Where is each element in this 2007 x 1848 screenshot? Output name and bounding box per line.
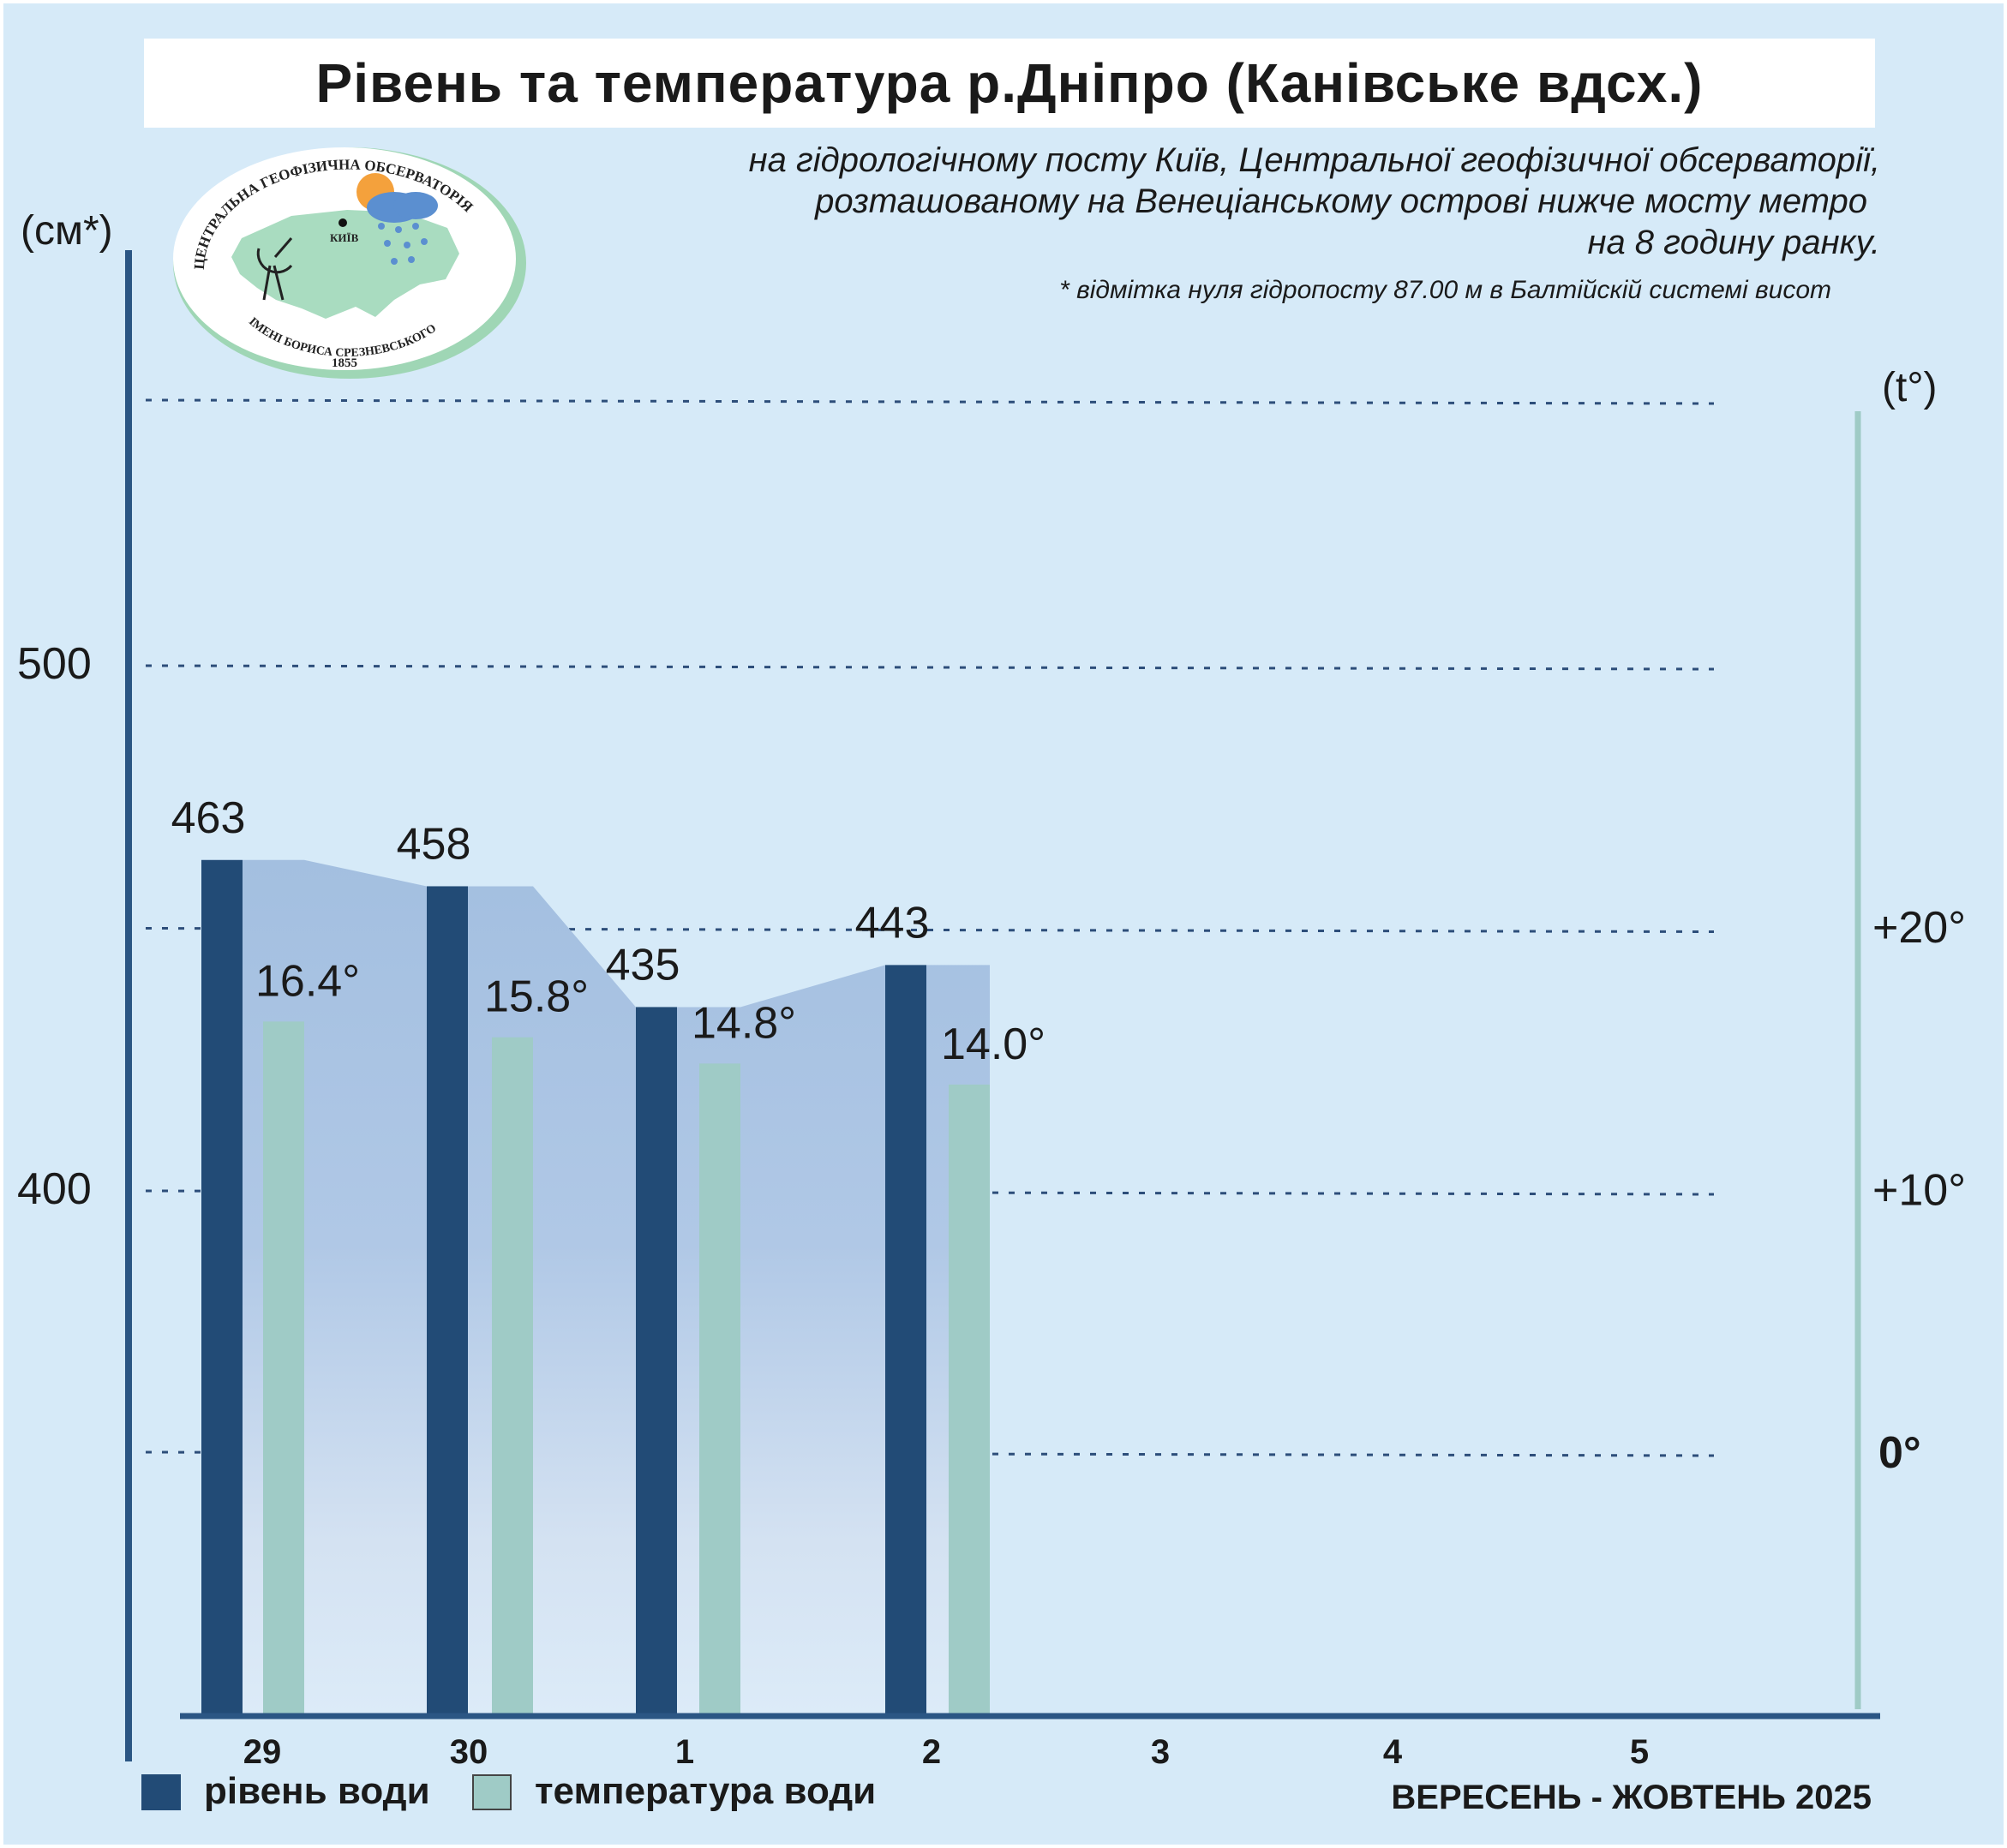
x-tick-label: 5: [1630, 1733, 1649, 1771]
left-tick-label: 500: [17, 639, 92, 689]
period-label: ВЕРЕСЕНЬ - ЖОВТЕНЬ 2025: [1391, 1779, 1872, 1816]
bars: [201, 859, 990, 1713]
x-tick-label: 2: [922, 1733, 941, 1771]
logo-year: 1855: [332, 356, 357, 370]
x-tick-label: 3: [1151, 1733, 1170, 1771]
subtitle-line-2: розташованому на Венеціанському острові …: [815, 182, 1867, 220]
level-value-label: 443: [855, 898, 930, 948]
gridline: [145, 398, 1715, 405]
level-bar: [201, 859, 243, 1713]
level-bar: [885, 965, 926, 1713]
footnote: * відмітка нуля гідропосту 87.00 м в Бал…: [1059, 276, 1831, 304]
x-tick-label: 4: [1383, 1733, 1403, 1771]
chart-title: Рівень та температура р.Дніпро (Канівськ…: [315, 52, 1704, 114]
temperature-value-label: 15.8°: [484, 972, 589, 1022]
temperature-value-label: 14.8°: [692, 998, 796, 1048]
temperature-bar: [492, 1037, 533, 1713]
legend-level-label: рівень води: [204, 1770, 430, 1812]
temperature-bar: [699, 1063, 740, 1713]
temperature-value-label: 14.0°: [941, 1020, 1045, 1069]
subtitle-line-3: на 8 годину ранку.: [1587, 224, 1880, 261]
level-bar: [636, 1007, 677, 1713]
title-box: Рівень та температура р.Дніпро (Канівськ…: [144, 39, 1875, 128]
legend-temperature-swatch: [472, 1774, 512, 1810]
level-value-label: 463: [171, 793, 246, 843]
x-tick-label: 1: [675, 1733, 694, 1771]
level-value-label: 458: [397, 819, 471, 869]
x-tick-label: 29: [243, 1733, 282, 1771]
level-area: [201, 859, 990, 1713]
observatory-logo: ЦЕНТРАЛЬНА ГЕОФІЗИЧНА ОБСЕРВАТОРІЯ ІМЕНІ…: [173, 147, 526, 379]
chart-labels: 463 458 435 443 16.4° 15.8° 14.8° 14.0° 29 30 1 2 3 4…: [17, 208, 1966, 1771]
right-tick-label: 0°: [1878, 1428, 1921, 1478]
level-value-label: 435: [606, 940, 680, 990]
temperature-bar: [263, 1021, 304, 1713]
right-tick-label: +10°: [1872, 1166, 1966, 1216]
gridline: [145, 664, 1715, 671]
right-tick-label: +20°: [1872, 903, 1966, 953]
level-bar: [427, 886, 468, 1713]
right-axis-label: (t°): [1882, 365, 1938, 410]
temperature-bar: [949, 1084, 990, 1713]
logo-city: КИЇВ: [330, 231, 359, 244]
subtitle-line-1: на гідрологічному посту Київ, Центрально…: [748, 141, 1880, 179]
legend-level-swatch: [141, 1774, 181, 1810]
legend-temperature-label: температура води: [535, 1770, 877, 1812]
left-tick-label: 400: [17, 1164, 92, 1214]
temperature-value-label: 16.4°: [255, 956, 360, 1006]
left-axis-label: (см*): [21, 208, 113, 254]
x-tick-label: 30: [450, 1733, 488, 1771]
